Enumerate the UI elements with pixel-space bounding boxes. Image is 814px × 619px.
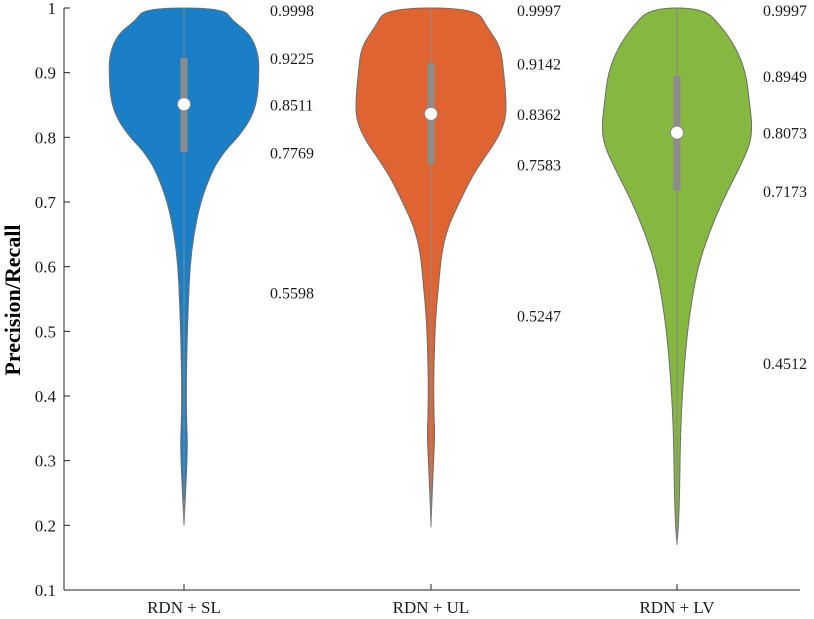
stat-label: 0.8073	[763, 126, 807, 143]
violins-layer: 0.9998 0.9225 0.8511 0.7769 0.5598 0.9997 0.91…	[108, 3, 807, 545]
y-tick-label: 0.9	[35, 64, 56, 83]
violin-1: 0.9998 0.9225 0.8511 0.7769 0.5598	[108, 3, 314, 526]
median-marker	[177, 97, 191, 112]
stat-label: 0.4512	[763, 356, 807, 373]
x-tick-label: RDN + UL	[393, 598, 470, 617]
stat-label: 0.7583	[517, 157, 561, 174]
axes-layer: 0.1 0.2 0.3 0.4 0.5 0.6 0.7 0.8 0.9 1 RDN + SL RDN …	[35, 0, 800, 617]
stat-label: 0.9142	[517, 56, 561, 73]
y-tick-label: 0.2	[35, 516, 56, 535]
y-tick-label: 0.3	[35, 452, 56, 471]
stat-label: 0.5598	[270, 286, 314, 303]
stat-label: 0.9225	[270, 51, 314, 68]
y-tick-label: 0.8	[35, 128, 56, 147]
violin-2: 0.9997 0.9142 0.8362 0.7583 0.5247	[355, 3, 561, 528]
y-tick-label: 1	[48, 0, 57, 18]
stat-label: 0.9998	[270, 3, 314, 20]
x-tick-label: RDN + SL	[147, 598, 221, 617]
median-marker	[670, 125, 684, 140]
stat-label: 0.8949	[763, 69, 807, 86]
stat-label: 0.5247	[517, 308, 561, 325]
stat-label: 0.8362	[517, 107, 561, 124]
stat-label: 0.9997	[517, 3, 561, 20]
x-tick-label: RDN + LV	[639, 598, 715, 617]
y-axis-label: Precision/Recall	[0, 224, 25, 375]
y-tick-label: 0.5	[35, 322, 56, 341]
y-tick-label: 0.4	[35, 387, 57, 406]
stat-label: 0.7769	[270, 145, 314, 162]
stat-label: 0.9997	[763, 3, 807, 20]
stat-label: 0.8511	[270, 97, 313, 114]
violin-3: 0.9997 0.8949 0.8073 0.7173 0.4512	[601, 3, 807, 545]
y-tick-label: 0.6	[35, 258, 56, 277]
median-marker	[424, 106, 438, 121]
y-tick-label: 0.1	[35, 581, 56, 600]
y-tick-label: 0.7	[35, 193, 57, 212]
stat-label: 0.7173	[763, 184, 807, 201]
